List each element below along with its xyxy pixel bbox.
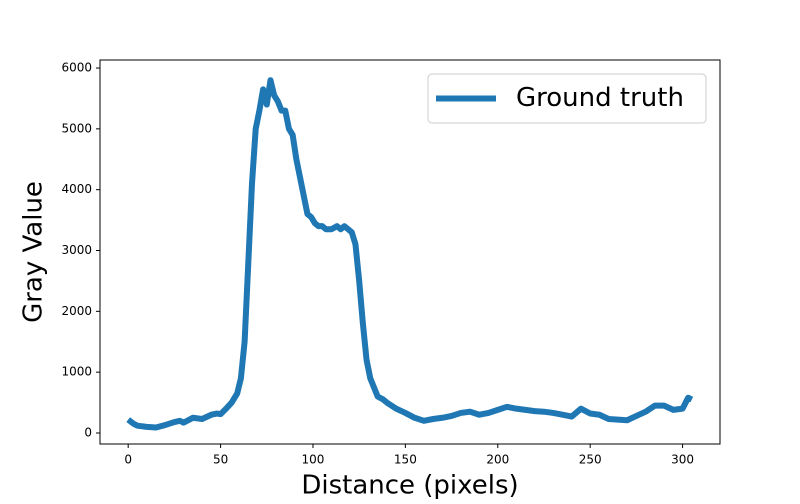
y-tick-label: 4000 xyxy=(61,182,92,196)
y-tick-label: 1000 xyxy=(61,365,92,379)
x-tick-label: 150 xyxy=(394,453,417,467)
y-tick-label: 2000 xyxy=(61,304,92,318)
y-axis-label: Gray Value xyxy=(19,181,49,323)
y-tick-label: 6000 xyxy=(61,61,92,75)
legend-box xyxy=(427,73,707,124)
x-tick-label: 0 xyxy=(124,453,132,467)
line xyxy=(126,77,694,431)
y-tick-label: 0 xyxy=(84,425,92,439)
x-tick-label: 300 xyxy=(671,453,694,467)
y-tick-label: 3000 xyxy=(61,243,92,257)
plot-frame xyxy=(99,59,721,445)
x-axis-label: Distance (pixels) xyxy=(301,471,518,501)
y-tick-label: 5000 xyxy=(61,121,92,135)
x-tick-label: 50 xyxy=(213,453,228,467)
x-tick-label: 200 xyxy=(486,453,509,467)
legend-label: Ground truth xyxy=(516,83,684,113)
x-tick-label: 100 xyxy=(302,453,325,467)
x-tick-label: 250 xyxy=(579,453,602,467)
